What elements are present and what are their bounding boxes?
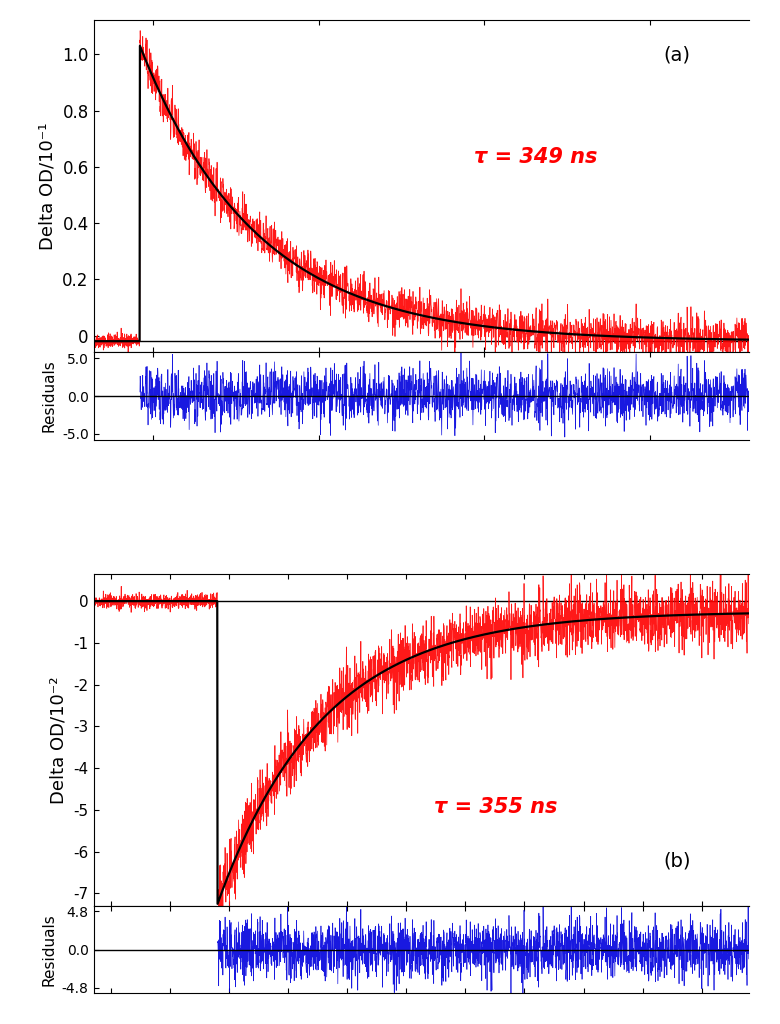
Text: (a): (a) <box>664 45 690 65</box>
Text: τ = 349 ns: τ = 349 ns <box>473 147 597 167</box>
Y-axis label: Residuals: Residuals <box>41 359 56 432</box>
X-axis label: Time/ns: Time/ns <box>385 378 457 396</box>
Y-axis label: Residuals: Residuals <box>41 913 56 986</box>
Text: τ = 355 ns: τ = 355 ns <box>434 797 558 817</box>
Y-axis label: Delta OD/10⁻¹: Delta OD/10⁻¹ <box>39 123 57 250</box>
Y-axis label: Delta OD/10⁻²: Delta OD/10⁻² <box>50 676 68 804</box>
Text: (b): (b) <box>664 851 691 870</box>
X-axis label: Time/ns: Time/ns <box>385 929 457 946</box>
